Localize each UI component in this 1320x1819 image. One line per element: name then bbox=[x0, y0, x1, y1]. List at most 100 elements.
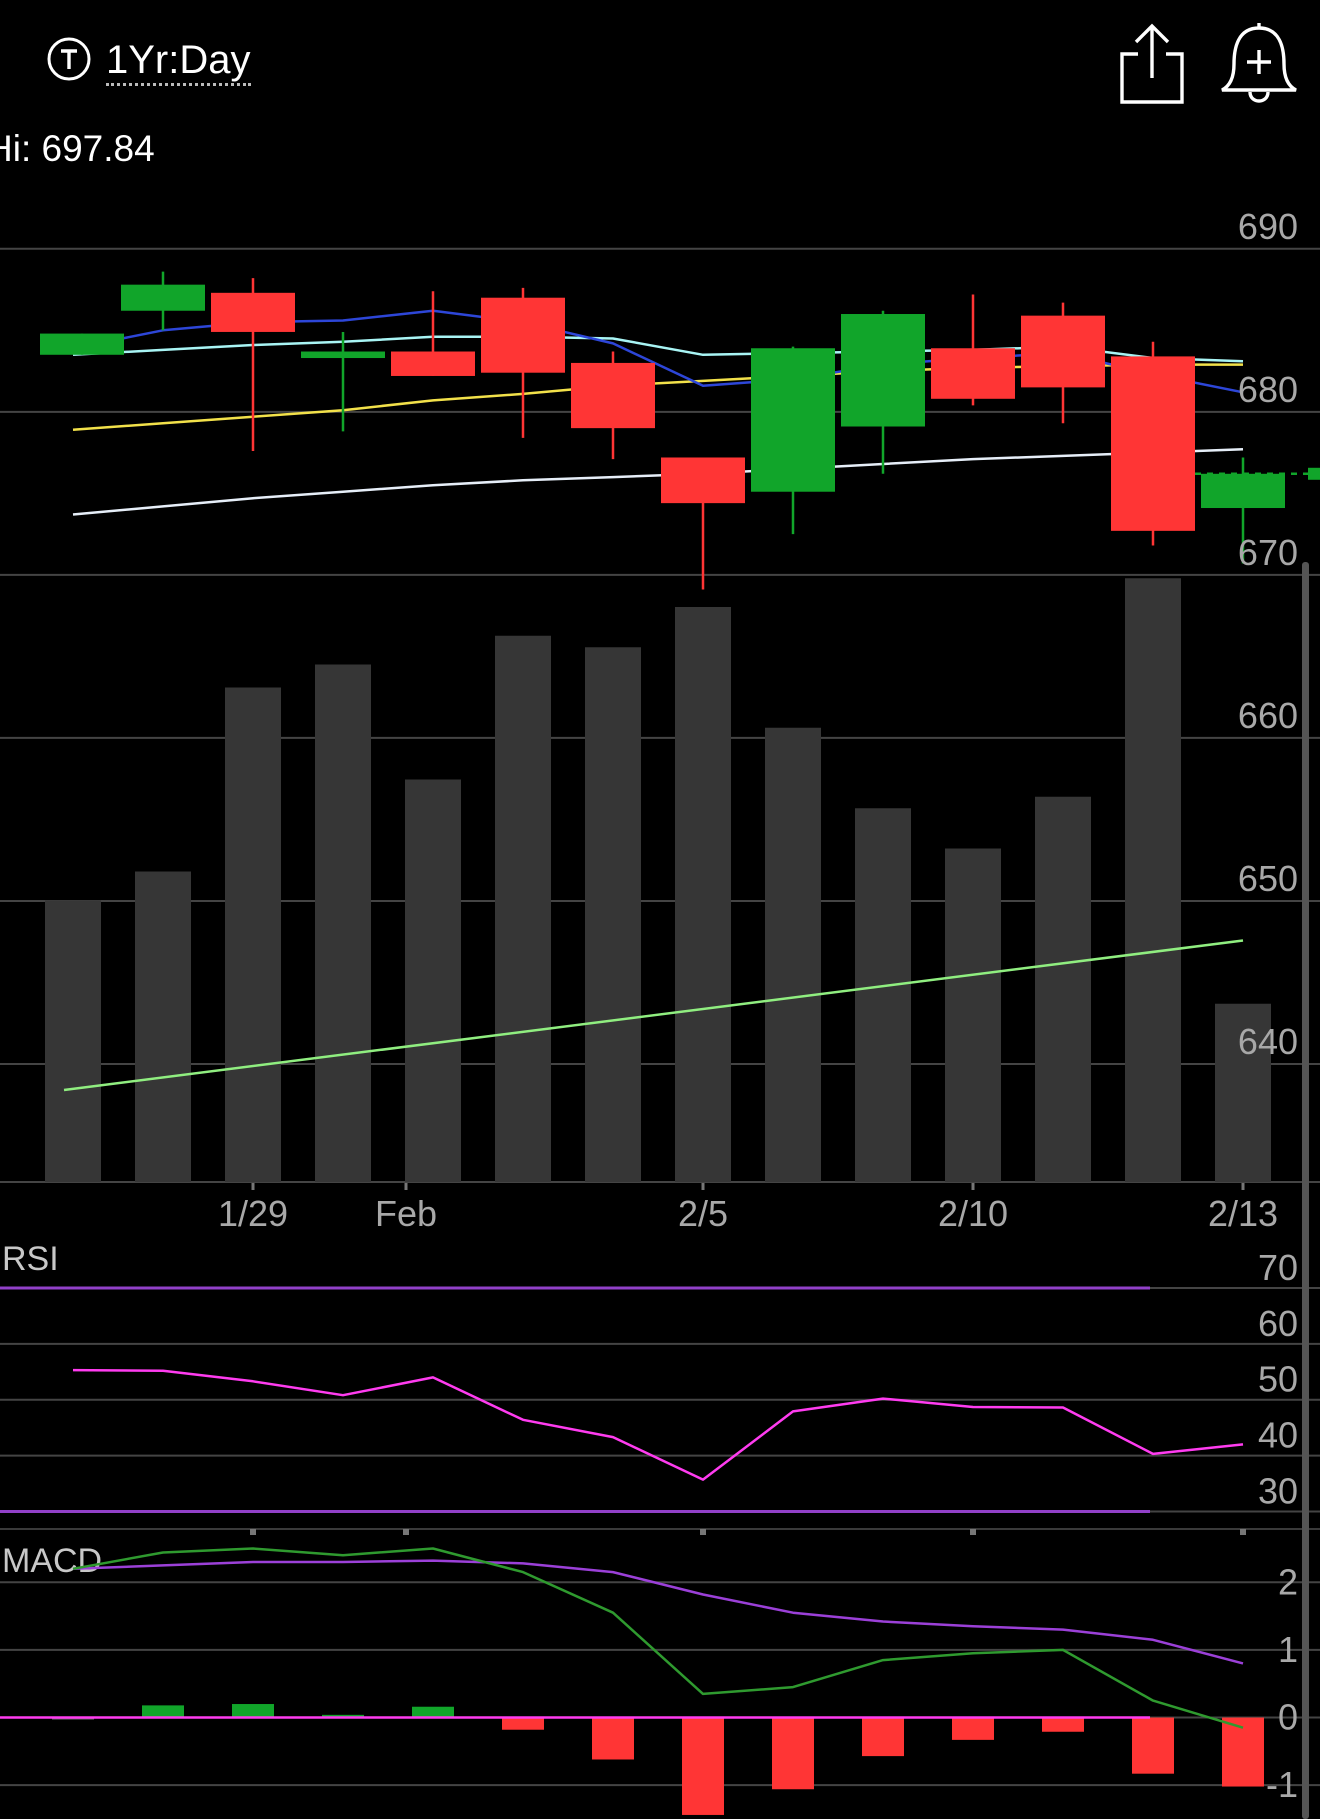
date-tick-label: 2/5 bbox=[678, 1193, 728, 1234]
candle-down[interactable] bbox=[211, 278, 295, 451]
price-axis: 690 680 670 660 650 640 bbox=[1238, 206, 1298, 1062]
macd-tick-label: 0 bbox=[1278, 1697, 1298, 1738]
candle-body bbox=[841, 314, 925, 427]
range-selector[interactable]: 1Yr:Day bbox=[46, 36, 251, 87]
date-tick-label: Feb bbox=[375, 1193, 437, 1234]
candle-down[interactable] bbox=[1111, 341, 1195, 546]
rsi-tick-label: 70 bbox=[1258, 1247, 1298, 1288]
rsi-title: RSI bbox=[2, 1240, 59, 1278]
macd-panel: MACD 2 1 0 -1 bbox=[0, 1542, 1320, 1815]
rsi-date-tick bbox=[1240, 1529, 1246, 1535]
candle-body bbox=[751, 348, 835, 492]
macd-histogram-bar bbox=[862, 1717, 904, 1757]
volume-bar bbox=[135, 871, 191, 1182]
date-tick-label: 2/10 bbox=[938, 1193, 1008, 1234]
candlesticks[interactable] bbox=[40, 271, 1320, 590]
candle-up[interactable] bbox=[121, 271, 205, 331]
volume-bar bbox=[1215, 1003, 1271, 1182]
rsi-line bbox=[72, 1368, 1244, 1481]
candle-body bbox=[1021, 315, 1105, 388]
chart-toolbar: 1Yr:Day bbox=[0, 0, 1320, 140]
candle-down[interactable] bbox=[931, 294, 1015, 406]
candle-up[interactable] bbox=[841, 310, 925, 474]
macd-histogram-bar bbox=[1042, 1717, 1084, 1732]
high-price-label: Hi: 697.84 bbox=[0, 128, 155, 169]
price-tick-label: 670 bbox=[1238, 532, 1298, 573]
volume-bar bbox=[585, 647, 641, 1182]
macd-line bbox=[72, 1547, 1244, 1729]
range-label[interactable]: 1Yr:Day bbox=[106, 37, 251, 86]
macd-signal-line bbox=[72, 1559, 1244, 1665]
candle-body bbox=[661, 457, 745, 504]
volume-bar bbox=[315, 664, 371, 1182]
rsi-date-tick bbox=[250, 1529, 256, 1535]
candle-down[interactable] bbox=[661, 457, 745, 590]
chart-scrollbar[interactable] bbox=[1302, 562, 1309, 1819]
rsi-panel: RSI 70 60 50 40 30 bbox=[0, 1240, 1320, 1535]
candle-up[interactable] bbox=[1201, 457, 1285, 564]
macd-histogram-bar bbox=[1132, 1717, 1174, 1774]
macd-histogram-bar bbox=[952, 1717, 994, 1740]
macd-histogram-bar bbox=[592, 1717, 634, 1760]
macd-histogram-bar bbox=[1222, 1717, 1264, 1787]
rsi-tick-label: 60 bbox=[1258, 1303, 1298, 1344]
volume-bar bbox=[855, 808, 911, 1182]
date-axis: 1/29 Feb 2/5 2/10 2/13 bbox=[218, 1183, 1278, 1234]
volume-bars bbox=[45, 578, 1271, 1182]
volume-average-line bbox=[63, 939, 1244, 1092]
macd-tick-label: 1 bbox=[1278, 1629, 1298, 1670]
candle-up[interactable] bbox=[301, 331, 385, 432]
volume-bar bbox=[945, 848, 1001, 1182]
macd-histogram-bar bbox=[682, 1717, 724, 1815]
volume-bar bbox=[765, 727, 821, 1182]
candle-body bbox=[571, 362, 655, 429]
volume-average-line bbox=[63, 939, 1244, 1092]
candle-body bbox=[211, 292, 295, 332]
rsi-date-tick bbox=[403, 1529, 409, 1535]
add-alert-button[interactable] bbox=[1214, 20, 1304, 106]
macd-histogram-bar bbox=[502, 1717, 544, 1730]
candle-body bbox=[121, 284, 205, 311]
candle-body bbox=[1201, 473, 1285, 509]
timer-circle-icon bbox=[46, 36, 92, 87]
share-button[interactable] bbox=[1112, 22, 1192, 106]
candle-down[interactable] bbox=[571, 351, 655, 460]
macd-histogram-bar bbox=[412, 1706, 454, 1718]
macd-title: MACD bbox=[2, 1542, 102, 1580]
price-tick-label: 650 bbox=[1238, 858, 1298, 899]
price-tick-label: 640 bbox=[1238, 1021, 1298, 1062]
macd-histogram-bar bbox=[322, 1714, 364, 1718]
volume-bar bbox=[225, 687, 281, 1182]
macd-histogram-bar bbox=[232, 1704, 274, 1718]
candle-body bbox=[301, 351, 385, 359]
rsi-tick-label: 30 bbox=[1258, 1470, 1298, 1511]
share-icon bbox=[1120, 23, 1184, 104]
rsi-tick-label: 40 bbox=[1258, 1415, 1298, 1456]
candle-up[interactable] bbox=[40, 333, 124, 355]
rsi-date-tick bbox=[700, 1529, 706, 1535]
candle-down[interactable] bbox=[391, 291, 475, 376]
candle-up[interactable] bbox=[751, 346, 835, 535]
volume-bar bbox=[405, 779, 461, 1182]
candle-down[interactable] bbox=[481, 287, 565, 438]
candle-body bbox=[481, 297, 565, 373]
volume-bar bbox=[1125, 578, 1181, 1182]
volume-bar bbox=[495, 635, 551, 1182]
candle-body bbox=[40, 333, 124, 355]
price-tick-label: 690 bbox=[1238, 206, 1298, 247]
volume-bar bbox=[675, 607, 731, 1182]
macd-tick-label: 2 bbox=[1278, 1561, 1298, 1602]
grid-lines bbox=[0, 247, 1320, 1183]
rsi-date-tick bbox=[970, 1529, 976, 1535]
macd-tick-label: -1 bbox=[1266, 1764, 1298, 1805]
candle-body bbox=[931, 348, 1015, 399]
volume-bar bbox=[1035, 796, 1091, 1182]
rsi-tick-label: 50 bbox=[1258, 1359, 1298, 1400]
candle-down[interactable] bbox=[1021, 302, 1105, 424]
macd-histogram-bar bbox=[772, 1717, 814, 1790]
last-price-marker bbox=[1308, 467, 1320, 480]
price-tick-label: 660 bbox=[1238, 695, 1298, 736]
candle-body bbox=[391, 351, 475, 376]
candle-body bbox=[1111, 356, 1195, 531]
